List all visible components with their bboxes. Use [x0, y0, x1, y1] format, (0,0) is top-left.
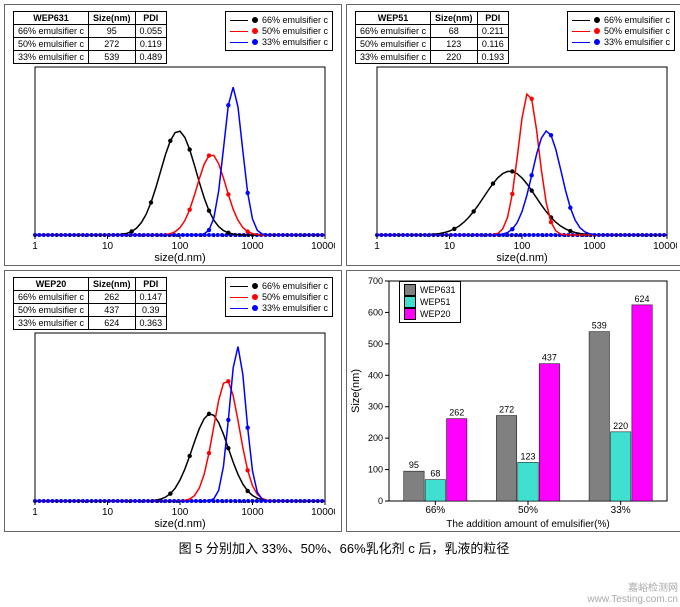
svg-text:The addition amount of emulsif: The addition amount of emulsifier(%) — [446, 519, 609, 530]
data-table: WEP20Size(nm)PDI66% emulsifier c2620.147… — [13, 277, 167, 330]
svg-text:Size(nm): Size(nm) — [350, 369, 362, 413]
panel-wep631: 1 10 100 1000 10000 size(d.nm) WEP631Size(nm)P… — [4, 4, 342, 266]
bar-legend: WEP631WEP51WEP20 — [399, 281, 461, 323]
svg-text:123: 123 — [520, 451, 535, 461]
svg-text:437: 437 — [542, 353, 557, 363]
svg-text:1000: 1000 — [241, 241, 264, 252]
svg-text:50%: 50% — [518, 505, 538, 516]
figure-caption: 图 5 分别加入 33%、50%、66%乳化剂 c 后，乳液的粒径 — [4, 538, 680, 557]
svg-text:700: 700 — [368, 276, 383, 286]
panel-wep20: 1 10 100 1000 10000 size(d.nm) WEP20Size(nm)PD… — [4, 270, 342, 532]
svg-text:68: 68 — [430, 469, 440, 479]
svg-text:10000: 10000 — [653, 241, 677, 252]
svg-text:10000: 10000 — [311, 507, 335, 518]
svg-text:100: 100 — [514, 241, 531, 252]
legend: 66% emulsifier c50% emulsifier c33% emul… — [225, 11, 333, 51]
legend: 66% emulsifier c50% emulsifier c33% emul… — [225, 277, 333, 317]
svg-text:100: 100 — [368, 465, 383, 475]
svg-text:100: 100 — [172, 507, 189, 518]
svg-text:10: 10 — [444, 241, 456, 252]
svg-text:10000: 10000 — [311, 241, 335, 252]
svg-text:272: 272 — [499, 405, 514, 415]
data-table: WEP51Size(nm)PDI66% emulsifier c680.2115… — [355, 11, 509, 64]
svg-text:66%: 66% — [425, 505, 445, 516]
svg-text:400: 400 — [368, 370, 383, 380]
svg-text:0: 0 — [378, 496, 383, 506]
svg-text:300: 300 — [368, 402, 383, 412]
data-table: WEP631Size(nm)PDI66% emulsifier c950.055… — [13, 11, 167, 64]
svg-text:539: 539 — [592, 321, 607, 331]
svg-text:size(d.nm): size(d.nm) — [496, 252, 547, 264]
chart-grid: 110100100010000size(d.nm)WEP631Size(nm)P… — [4, 4, 680, 532]
svg-text:95: 95 — [409, 460, 419, 470]
svg-text:100: 100 — [172, 241, 189, 252]
panel-wep51: 1 10 100 1000 10000 size(d.nm) WEP51Size(nm)PD… — [346, 4, 680, 266]
watermark: 嘉峪检测网 www.Testing.com.cn — [587, 583, 678, 605]
svg-text:1: 1 — [374, 241, 380, 252]
svg-text:33%: 33% — [611, 505, 631, 516]
svg-text:10: 10 — [102, 507, 114, 518]
svg-text:624: 624 — [635, 294, 650, 304]
svg-text:200: 200 — [368, 433, 383, 443]
svg-text:1000: 1000 — [241, 507, 264, 518]
svg-text:size(d.nm): size(d.nm) — [154, 252, 205, 264]
svg-text:1000: 1000 — [583, 241, 606, 252]
svg-text:size(d.nm): size(d.nm) — [154, 518, 205, 530]
svg-text:1: 1 — [32, 241, 38, 252]
svg-text:500: 500 — [368, 339, 383, 349]
svg-text:600: 600 — [368, 307, 383, 317]
legend: 66% emulsifier c50% emulsifier c33% emul… — [567, 11, 675, 51]
svg-text:10: 10 — [102, 241, 114, 252]
svg-text:220: 220 — [613, 421, 628, 431]
svg-text:1: 1 — [32, 507, 38, 518]
panel-bar: 0 100 200 300 400 500 600 700 95 68 262 66% 272 123 43… — [346, 270, 680, 532]
svg-text:262: 262 — [449, 408, 464, 418]
